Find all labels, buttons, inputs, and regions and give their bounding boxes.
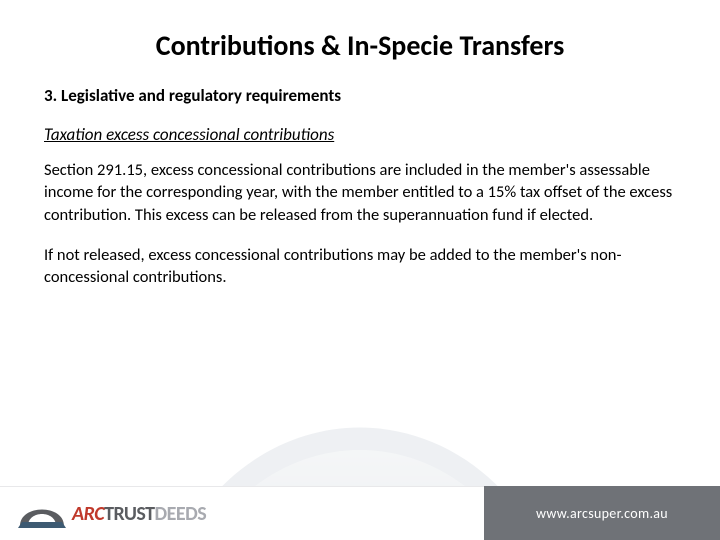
footer-left: ARC TRUST DEEDS [0,486,484,540]
logo-arc: ARC [72,502,104,526]
paragraph-1: Section 291.15, excess concessional cont… [44,159,676,226]
paragraph-2: If not released, excess concessional con… [44,244,676,289]
footer: ARC TRUST DEEDS www.arcsuper.com.au [0,486,720,540]
logo-mark-icon [18,498,66,528]
logo-deeds: DEEDS [155,502,207,526]
footer-url-bar: www.arcsuper.com.au [484,486,720,540]
slide: Contributions & In-Specie Transfers 3. L… [0,0,720,540]
logo-trust: TRUST [104,502,154,526]
logo-text: ARC TRUST DEEDS [72,502,206,526]
slide-title: Contributions & In-Specie Transfers [44,28,676,63]
sub-heading: Taxation excess concessional contributio… [44,124,676,145]
section-heading: 3. Legislative and regulatory requiremen… [44,85,676,106]
content-area: Contributions & In-Specie Transfers 3. L… [0,0,720,288]
footer-url: www.arcsuper.com.au [536,505,668,522]
